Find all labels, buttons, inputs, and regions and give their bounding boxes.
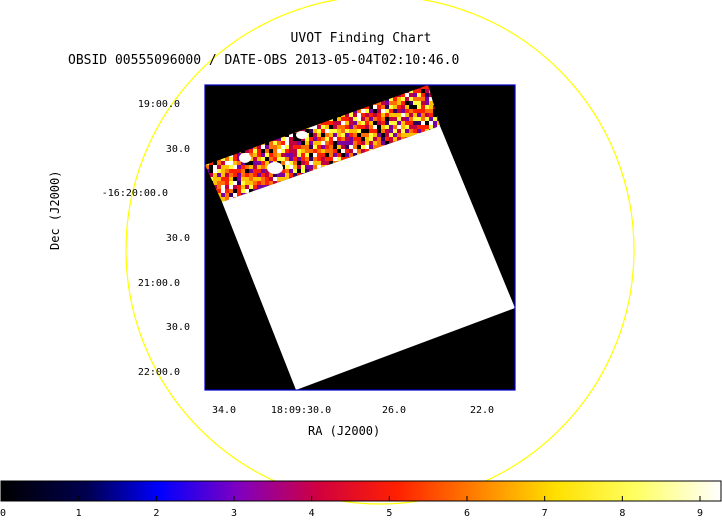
source-blob bbox=[267, 162, 283, 174]
y-tick-label: 30.0 bbox=[165, 322, 190, 333]
y-tick-label: 30.0 bbox=[165, 233, 190, 244]
colorbar-tick-label: 4 bbox=[308, 508, 315, 519]
x-tick-label: 34.0 bbox=[211, 405, 237, 416]
y-tick-label: 19:00.0 bbox=[137, 99, 180, 110]
colorbar-ticks bbox=[0, 496, 701, 501]
x-axis-title: RA (J2000) bbox=[308, 424, 381, 438]
y-tick-label: 30.0 bbox=[165, 144, 190, 155]
chart-subtitle: OBSID 00555096000 / DATE-OBS 2013-05-04T… bbox=[68, 53, 460, 68]
source-blob bbox=[239, 153, 251, 163]
y-tick-label: 22:00.0 bbox=[137, 367, 180, 378]
colorbar-tick-label: 9 bbox=[697, 508, 704, 519]
colorbar-tick-label: 2 bbox=[153, 508, 160, 519]
x-tick-label: 18:09:30.0 bbox=[270, 405, 332, 416]
colorbar-tick-label: 0 bbox=[0, 508, 7, 519]
colorbar-tick-label: 6 bbox=[464, 508, 471, 519]
y-tick-label: 21:00.0 bbox=[137, 278, 180, 289]
exposure-region bbox=[222, 126, 515, 390]
colorbar-tick-label: 5 bbox=[386, 508, 393, 519]
source-blob bbox=[296, 131, 308, 139]
colorbar-tick-label: 8 bbox=[619, 508, 626, 519]
x-tick-label: 26.0 bbox=[381, 405, 407, 416]
fov-circle bbox=[125, 0, 635, 505]
x-tick-label: 22.0 bbox=[469, 405, 495, 416]
colorbar-tick-label: 1 bbox=[75, 508, 82, 519]
image-frame bbox=[204, 84, 516, 391]
colorbar bbox=[0, 480, 722, 502]
chart-title: UVOT Finding Chart bbox=[290, 31, 432, 46]
y-axis-title: Dec (J2000) bbox=[48, 170, 62, 250]
colorbar-tick-label: 3 bbox=[231, 508, 238, 519]
y-tick-label: -16:20:00.0 bbox=[101, 188, 168, 199]
colorbar-tick-label: 7 bbox=[541, 508, 548, 519]
